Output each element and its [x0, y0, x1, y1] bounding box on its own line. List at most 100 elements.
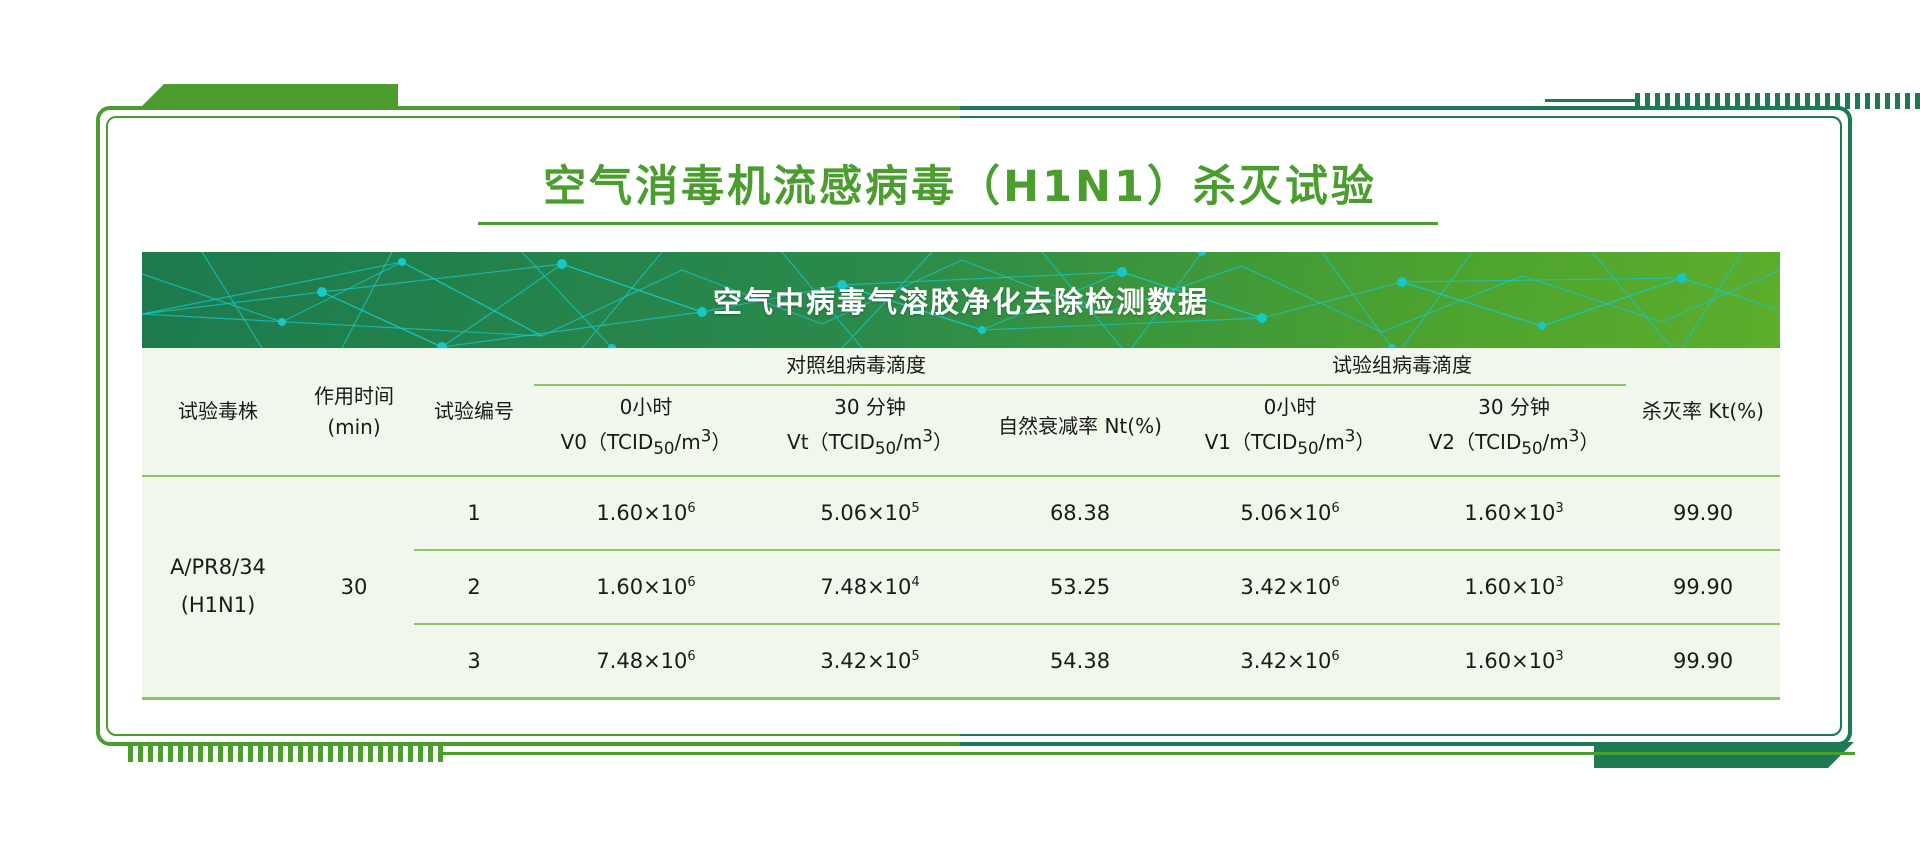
cell-v0-exponent: 6: [687, 501, 696, 517]
corner-tab-top-left: [138, 84, 398, 110]
header-v2-line2: V2（TCID50/m3）: [1428, 426, 1600, 458]
header-v1-sub: 50: [1297, 438, 1319, 458]
header-v1-suffix: ）: [1355, 429, 1376, 454]
table-group-header-row: 试验毒株 作用时间 (min) 试验编号 对照组病毒滴度 试验组病毒滴度 杀灭率…: [142, 348, 1780, 439]
cell-v2-exponent: 3: [1555, 575, 1564, 591]
header-nt-line1: 自然衰减率: [998, 414, 1099, 439]
cell-kt: 99.90: [1626, 475, 1781, 551]
header-kill-rate: 杀灭率 Kt(%): [1626, 348, 1780, 476]
banner-title: 空气中病毒气溶胶净化去除检测数据: [712, 285, 1209, 319]
header-vt-sub: 50: [874, 438, 897, 458]
header-v0-sub: 50: [653, 438, 675, 458]
cell-v0-mantissa: 1.60: [596, 501, 644, 526]
barcode-decoration-bottom-left: [128, 746, 443, 762]
header-vt-line2: Vt（TCID50/m3）: [787, 426, 953, 458]
table-row: 2 1.60×106 7.48×104 53.25 3.42×106 1.60×…: [142, 549, 1781, 625]
header-test-no: 试验编号: [434, 399, 514, 424]
table-row: A/PR8/34 (H1N1) 30 1 1.60×106 5.06×105 6…: [142, 475, 1781, 699]
header-v1-line2: V1（TCID50/m3）: [1204, 426, 1376, 458]
cell-v2-mantissa: 1.60: [1464, 649, 1512, 674]
header-v0-line1: 0小时: [619, 395, 673, 419]
table-row: 3 7.48×106 3.42×105 54.38 3.42×106 1.60×…: [142, 623, 1781, 699]
cell-v2-exponent: 3: [1555, 501, 1564, 517]
cell-v1-exponent: 6: [1331, 649, 1340, 665]
cell-vt-exponent: 5: [911, 649, 920, 665]
header-v0-mid: /m: [674, 429, 701, 454]
cell-nt: 54.38: [982, 623, 1179, 699]
cell-v0: 1.60×106: [534, 475, 758, 551]
page-title: 空气消毒机流感病毒（H1N1）杀灭试验: [543, 162, 1377, 212]
corner-tab-bottom-right: [1594, 742, 1854, 768]
cell-vt-mantissa: 5.06: [820, 501, 868, 526]
header-vt-line1: 30 分钟: [834, 395, 906, 419]
cell-nt: 68.38: [982, 475, 1179, 551]
header-duration: 作用时间 (min): [294, 348, 414, 476]
header-v2-line1: 30 分钟: [1478, 395, 1550, 419]
cell-strain-line2: (H1N1): [180, 593, 256, 618]
cell-strain: A/PR8/34 (H1N1): [142, 475, 294, 699]
cell-duration: 30: [294, 475, 414, 699]
header-v0: 0小时 V0（TCID50/m3）: [534, 385, 758, 476]
cell-vt: 3.42×105: [758, 623, 982, 699]
header-vt-mid: /m: [896, 429, 923, 454]
cell-strain-line1: A/PR8/34: [170, 555, 266, 580]
cell-v0-mantissa: 1.60: [596, 575, 644, 600]
header-v1-line1: 0小时: [1263, 395, 1317, 419]
cell-v1: 5.06×106: [1178, 475, 1403, 551]
header-v1-sup: 3: [1344, 426, 1356, 445]
cell-vt-mantissa: 3.42: [820, 649, 868, 674]
header-v1-prefix: V1（TCID: [1204, 429, 1298, 454]
header-v2-mid: /m: [1542, 429, 1569, 454]
cell-nt: 53.25: [982, 549, 1179, 625]
header-v0-sup: 3: [700, 426, 712, 445]
cell-v1-mantissa: 3.42: [1240, 649, 1288, 674]
cell-v1: 3.42×106: [1178, 623, 1403, 699]
header-nt-line2: Nt(%): [1104, 414, 1162, 439]
cell-v2-mantissa: 1.60: [1464, 501, 1512, 526]
header-v0-suffix: ）: [711, 429, 732, 454]
header-vt: 30 分钟 Vt（TCID50/m3）: [758, 385, 982, 476]
cell-vt: 5.06×105: [758, 475, 982, 551]
header-kill-rate-line2: Kt(%): [1708, 399, 1764, 424]
header-v0-line2: V0（TCID50/m3）: [561, 426, 732, 458]
header-duration-line1: 作用时间: [314, 383, 394, 408]
cell-v2: 1.60×103: [1402, 475, 1627, 551]
cell-vt-mantissa: 7.48: [820, 575, 868, 600]
cell-test-no: 1: [414, 475, 534, 551]
hairline-top-right: [1545, 99, 1637, 102]
cell-v1-exponent: 6: [1331, 501, 1340, 517]
cell-v1: 3.42×106: [1178, 549, 1403, 625]
title-underline: [478, 222, 1438, 225]
cell-v0-exponent: 6: [687, 575, 696, 591]
cell-kt: 99.90: [1626, 549, 1781, 625]
header-nt: 自然衰减率 Nt(%): [982, 385, 1178, 476]
cell-v1-mantissa: 5.06: [1240, 501, 1288, 526]
barcode-decoration-top-right: [1635, 93, 1920, 109]
cell-test-no: 2: [414, 549, 534, 625]
cell-test-no: 3: [414, 623, 534, 699]
header-v2-sub: 50: [1521, 438, 1543, 458]
header-strain: 试验毒株: [178, 399, 258, 424]
cell-v1-mantissa: 3.42: [1240, 575, 1288, 600]
hairline-bottom-left: [440, 752, 1855, 755]
header-group-test: 试验组病毒滴度: [1178, 348, 1627, 386]
header-v1-mid: /m: [1318, 429, 1345, 454]
cell-vt-exponent: 4: [911, 575, 920, 591]
header-vt-sup: 3: [922, 426, 933, 445]
cell-v0-exponent: 6: [687, 649, 696, 665]
header-v2-suffix: ）: [1579, 429, 1600, 454]
cell-v0: 7.48×106: [534, 623, 758, 699]
cell-v2: 1.60×103: [1402, 623, 1627, 699]
header-vt-suffix: ）: [932, 429, 953, 454]
header-v2: 30 分钟 V2（TCID50/m3）: [1402, 385, 1626, 476]
header-v2-prefix: V2（TCID: [1428, 429, 1522, 454]
cell-kt: 99.90: [1626, 623, 1781, 699]
cell-vt: 7.48×104: [758, 549, 982, 625]
cell-v2-mantissa: 1.60: [1464, 575, 1512, 600]
cell-v2: 1.60×103: [1402, 549, 1627, 625]
cell-v2-exponent: 3: [1555, 649, 1564, 665]
cell-vt-exponent: 5: [911, 501, 920, 517]
cell-v1-exponent: 6: [1331, 575, 1340, 591]
header-v1: 0小时 V1（TCID50/m3）: [1178, 385, 1402, 476]
